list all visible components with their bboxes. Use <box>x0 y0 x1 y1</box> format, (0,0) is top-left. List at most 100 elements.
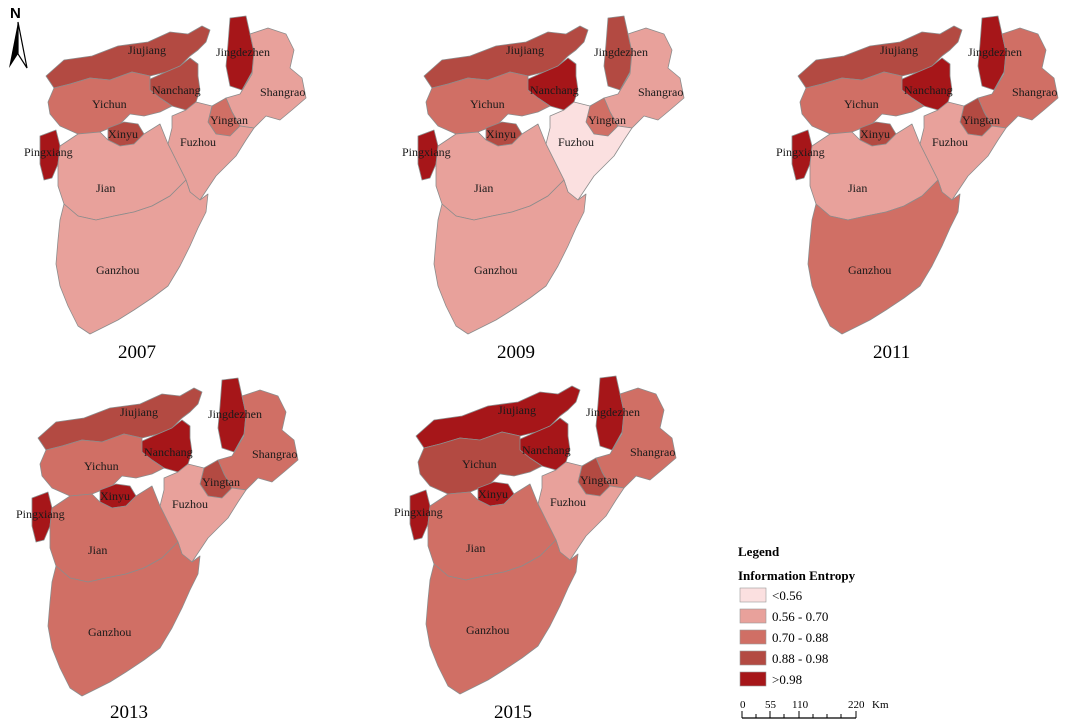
region-shangrao <box>217 389 299 491</box>
legend-swatch-c070_088 <box>739 629 767 645</box>
region-label-fuzhou: Fuzhou <box>550 495 586 509</box>
region-label-pingxiang: Pingxiang <box>394 505 443 519</box>
region-ganzhou <box>47 541 201 697</box>
region-jingdezhen <box>595 375 625 451</box>
region-label-fuzhou: Fuzhou <box>932 135 968 149</box>
region-label-nanchang: Nanchang <box>904 83 953 97</box>
legend-label-gt098: >0.98 <box>772 672 802 687</box>
region-label-yichun: Yichun <box>470 97 505 111</box>
region-label-jian: Jian <box>96 181 115 195</box>
region-label-pingxiang: Pingxiang <box>402 145 451 159</box>
region-label-jian: Jian <box>474 181 493 195</box>
year-label-2011: 2011 <box>873 342 910 363</box>
scale-tick-0: 0 <box>740 699 746 711</box>
legend-label-c070_088: 0.70 - 0.88 <box>772 630 828 645</box>
region-ganzhou <box>425 539 579 695</box>
legend-label-c088_098: 0.88 - 0.98 <box>772 651 828 666</box>
map-panel-2011: Jiujiang Jingdezhen Shangrao Nanchang Yichun… <box>776 15 1059 335</box>
region-label-pingxiang: Pingxiang <box>16 507 65 521</box>
region-label-shangrao: Shangrao <box>260 85 305 99</box>
region-label-ganzhou: Ganzhou <box>466 623 509 637</box>
region-shangrao <box>603 27 685 129</box>
region-label-yingtan: Yingtan <box>210 113 248 127</box>
scale-tick-55: 55 <box>765 699 777 711</box>
legend-swatch-c088_098 <box>739 650 767 666</box>
region-label-shangrao: Shangrao <box>638 85 683 99</box>
region-label-pingxiang: Pingxiang <box>776 145 825 159</box>
region-jingdezhen <box>225 15 255 91</box>
region-label-jiujiang: Jiujiang <box>880 43 918 57</box>
region-label-yingtan: Yingtan <box>202 475 240 489</box>
region-label-jian: Jian <box>466 541 485 555</box>
region-label-xinyu: Xinyu <box>860 127 890 141</box>
region-label-yingtan: Yingtan <box>580 473 618 487</box>
region-ganzhou <box>807 179 961 335</box>
region-pingxiang <box>417 129 439 181</box>
region-label-xinyu: Xinyu <box>100 489 130 503</box>
map-panel-2013: Jiujiang Jingdezhen Shangrao Nanchang Yichun… <box>16 377 299 697</box>
region-label-yichun: Yichun <box>84 459 119 473</box>
legend-items: <0.56 0.56 - 0.70 0.70 - 0.88 0.88 - 0.98 >0… <box>739 587 828 687</box>
region-jingdezhen <box>217 377 247 453</box>
region-label-ganzhou: Ganzhou <box>88 625 131 639</box>
map-panels: Jiujiang Jingdezhen Shangrao Nanchang Yichun… <box>16 15 1059 723</box>
year-label-2009: 2009 <box>497 342 535 363</box>
region-ganzhou <box>55 179 209 335</box>
region-pingxiang <box>31 491 53 543</box>
legend-label-lt056: <0.56 <box>772 588 803 603</box>
legend-label-c056_070: 0.56 - 0.70 <box>772 609 828 624</box>
region-yichun <box>425 71 551 135</box>
region-pingxiang <box>409 489 431 541</box>
region-yichun <box>417 431 543 495</box>
region-shangrao <box>977 27 1059 129</box>
region-label-shangrao: Shangrao <box>1012 85 1057 99</box>
region-label-jiujiang: Jiujiang <box>506 43 544 57</box>
scale-tick-110: 110 <box>792 699 809 711</box>
region-yichun <box>799 71 925 135</box>
map-panel-2015: Jiujiang Jingdezhen Shangrao Nanchang Yichun… <box>394 375 677 695</box>
region-shangrao <box>225 27 307 129</box>
region-label-xinyu: Xinyu <box>478 487 508 501</box>
region-label-nanchang: Nanchang <box>144 445 193 459</box>
region-label-jingdezhen: Jingdezhen <box>968 45 1022 59</box>
region-label-yingtan: Yingtan <box>962 113 1000 127</box>
region-jingdezhen <box>977 15 1007 91</box>
region-shangrao <box>595 387 677 489</box>
region-label-jian: Jian <box>88 543 107 557</box>
region-label-ganzhou: Ganzhou <box>96 263 139 277</box>
region-label-shangrao: Shangrao <box>252 447 297 461</box>
region-label-xinyu: Xinyu <box>108 127 138 141</box>
region-yichun <box>47 71 173 135</box>
region-label-ganzhou: Ganzhou <box>848 263 891 277</box>
legend-swatch-c056_070 <box>739 608 767 624</box>
region-label-jingdezhen: Jingdezhen <box>208 407 262 421</box>
scale-bar: 0 55 110 220 Km <box>740 699 889 719</box>
scale-unit: Km <box>872 699 889 711</box>
region-label-shangrao: Shangrao <box>630 445 675 459</box>
region-label-nanchang: Nanchang <box>522 443 571 457</box>
map-panel-2007: Jiujiang Jingdezhen Shangrao Nanchang Yichun… <box>24 15 307 335</box>
north-arrow-right-half <box>17 21 28 69</box>
north-arrow: N <box>9 5 28 69</box>
year-label-2013: 2013 <box>110 702 148 723</box>
region-pingxiang <box>791 129 813 181</box>
north-label: N <box>10 5 21 22</box>
map-panel-2009: Jiujiang Jingdezhen Shangrao Nanchang Yichun… <box>402 15 685 335</box>
region-label-jiujiang: Jiujiang <box>120 405 158 419</box>
region-label-fuzhou: Fuzhou <box>180 135 216 149</box>
region-label-jingdezhen: Jingdezhen <box>216 45 270 59</box>
region-label-yichun: Yichun <box>462 457 497 471</box>
region-label-ganzhou: Ganzhou <box>474 263 517 277</box>
region-yichun <box>39 433 165 497</box>
legend-title: Legend <box>738 544 780 559</box>
region-label-yingtan: Yingtan <box>588 113 626 127</box>
region-jingdezhen <box>603 15 633 91</box>
region-label-jingdezhen: Jingdezhen <box>586 405 640 419</box>
region-label-jiujiang: Jiujiang <box>498 403 536 417</box>
year-label-2015: 2015 <box>494 702 532 723</box>
north-arrow-left-half <box>9 22 18 68</box>
legend-swatch-lt056 <box>739 587 767 603</box>
region-label-jingdezhen: Jingdezhen <box>594 45 648 59</box>
region-label-xinyu: Xinyu <box>486 127 516 141</box>
